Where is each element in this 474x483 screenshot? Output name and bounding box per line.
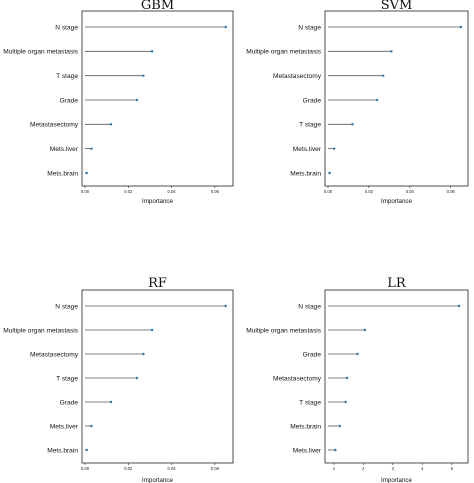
- feature-label: Mets.brain: [47, 170, 78, 177]
- plot-frame: [81, 10, 234, 187]
- x-axis-title: Importance: [142, 198, 174, 205]
- feature-label: Multiple organ metastasis: [246, 49, 321, 56]
- feature-label: T stage: [56, 73, 78, 80]
- chart-panel-lr: LR N stage Multiple organ metastasis Grade M…: [246, 276, 469, 483]
- feature-label: Grade: [303, 351, 322, 358]
- feature-label: Metastasectomy: [273, 73, 322, 80]
- feature-label: Multiple organ metastasis: [3, 327, 78, 334]
- x-tick-label: 4: [421, 466, 424, 471]
- feature-label: Metastasectomy: [30, 351, 79, 358]
- lollipop-point: [334, 448, 337, 452]
- feature-label: Grade: [60, 399, 79, 406]
- lollipop-point: [351, 123, 354, 126]
- lollipop-point: [457, 304, 461, 308]
- feature-label: T stage: [299, 122, 321, 129]
- x-tick-label: 0.00: [81, 466, 90, 471]
- x-axis-title: Importance: [381, 477, 413, 483]
- lollipop-point: [332, 147, 336, 150]
- feature-label: Mets.liver: [293, 447, 322, 454]
- x-tick-label: 0.02: [124, 189, 133, 194]
- lollipop-point: [142, 352, 145, 356]
- x-axis-title: Importance: [381, 198, 413, 205]
- chart-title: GBM: [141, 0, 174, 13]
- lollipop-point: [328, 171, 331, 175]
- lollipop-point: [224, 304, 227, 308]
- x-tick-label: 0.02: [124, 466, 133, 471]
- feature-label: Grade: [60, 97, 79, 104]
- feature-label: N stage: [55, 303, 78, 310]
- lollipop-point: [459, 25, 463, 29]
- lollipop-point: [338, 424, 341, 428]
- chart-title: SVM: [381, 0, 413, 13]
- x-tick-label: 2: [362, 466, 365, 471]
- x-axis-title: Importance: [142, 477, 174, 483]
- x-tick-label: 0.04: [167, 466, 176, 471]
- x-tick-label: 5: [451, 466, 454, 471]
- feature-label: Mets.liver: [50, 423, 79, 430]
- feature-label: Mets.brain: [47, 447, 78, 454]
- lollipop-point: [356, 352, 359, 356]
- feature-label: Mets.liver: [293, 146, 322, 153]
- feature-label: N stage: [55, 24, 78, 31]
- x-tick-label: 3: [392, 466, 395, 471]
- feature-label: N stage: [298, 24, 321, 31]
- lollipop-point: [109, 400, 113, 404]
- lollipop-point: [344, 400, 347, 404]
- lollipop-point: [135, 376, 139, 380]
- x-tick-label: 0.06: [211, 466, 220, 471]
- chart-title: LR: [387, 276, 407, 291]
- chart-panel-svm: SVM N stage Multiple organ metastasis Metas…: [246, 0, 469, 205]
- chart-title: RF: [148, 276, 167, 291]
- lollipop-point: [224, 25, 227, 29]
- lollipop-point: [85, 171, 88, 175]
- lollipop-point: [375, 98, 379, 102]
- chart-panel-gbm: GBM N stage Multiple organ metastasis T sta…: [3, 0, 234, 205]
- x-tick-label: 0.06: [447, 189, 456, 194]
- lollipop-point: [150, 50, 154, 53]
- feature-label: N stage: [298, 303, 321, 310]
- lollipop-point: [150, 328, 154, 332]
- lollipop-point: [382, 74, 385, 77]
- feature-label: Metastasectomy: [30, 122, 79, 129]
- x-tick-label: 0.06: [211, 189, 220, 194]
- plot-frame: [81, 289, 234, 464]
- feature-label: Metastasectomy: [273, 375, 322, 382]
- feature-label: T stage: [56, 375, 78, 382]
- x-tick-label: 0.00: [324, 189, 333, 194]
- feature-label: Mets.liver: [50, 146, 79, 153]
- lollipop-point: [90, 147, 93, 150]
- lollipop-point: [345, 376, 349, 380]
- lollipop-point: [142, 74, 145, 77]
- x-tick-label: 0.00: [81, 189, 90, 194]
- feature-label: Grade: [303, 97, 322, 104]
- x-tick-label: 0.04: [167, 189, 176, 194]
- lollipop-point: [363, 328, 367, 332]
- feature-label: Multiple organ metastasis: [3, 49, 78, 56]
- plot-frame: [324, 10, 469, 187]
- x-tick-label: 0.02: [365, 189, 374, 194]
- lollipop-point: [135, 98, 139, 102]
- chart-panel-rf: RF N stage Multiple organ metastasis Metast…: [3, 276, 234, 483]
- lollipop-point: [90, 424, 93, 428]
- lollipop-point: [109, 123, 113, 126]
- feature-label: Mets.brain: [290, 170, 321, 177]
- feature-label: Multiple organ metastasis: [246, 327, 321, 334]
- lollipop-point: [390, 50, 393, 53]
- feature-label: Mets.brain: [290, 423, 321, 430]
- plot-frame: [324, 289, 469, 464]
- x-tick-label: 1: [333, 466, 336, 471]
- x-tick-label: 0.04: [406, 189, 415, 194]
- lollipop-point: [85, 448, 88, 452]
- feature-label: T stage: [299, 399, 321, 406]
